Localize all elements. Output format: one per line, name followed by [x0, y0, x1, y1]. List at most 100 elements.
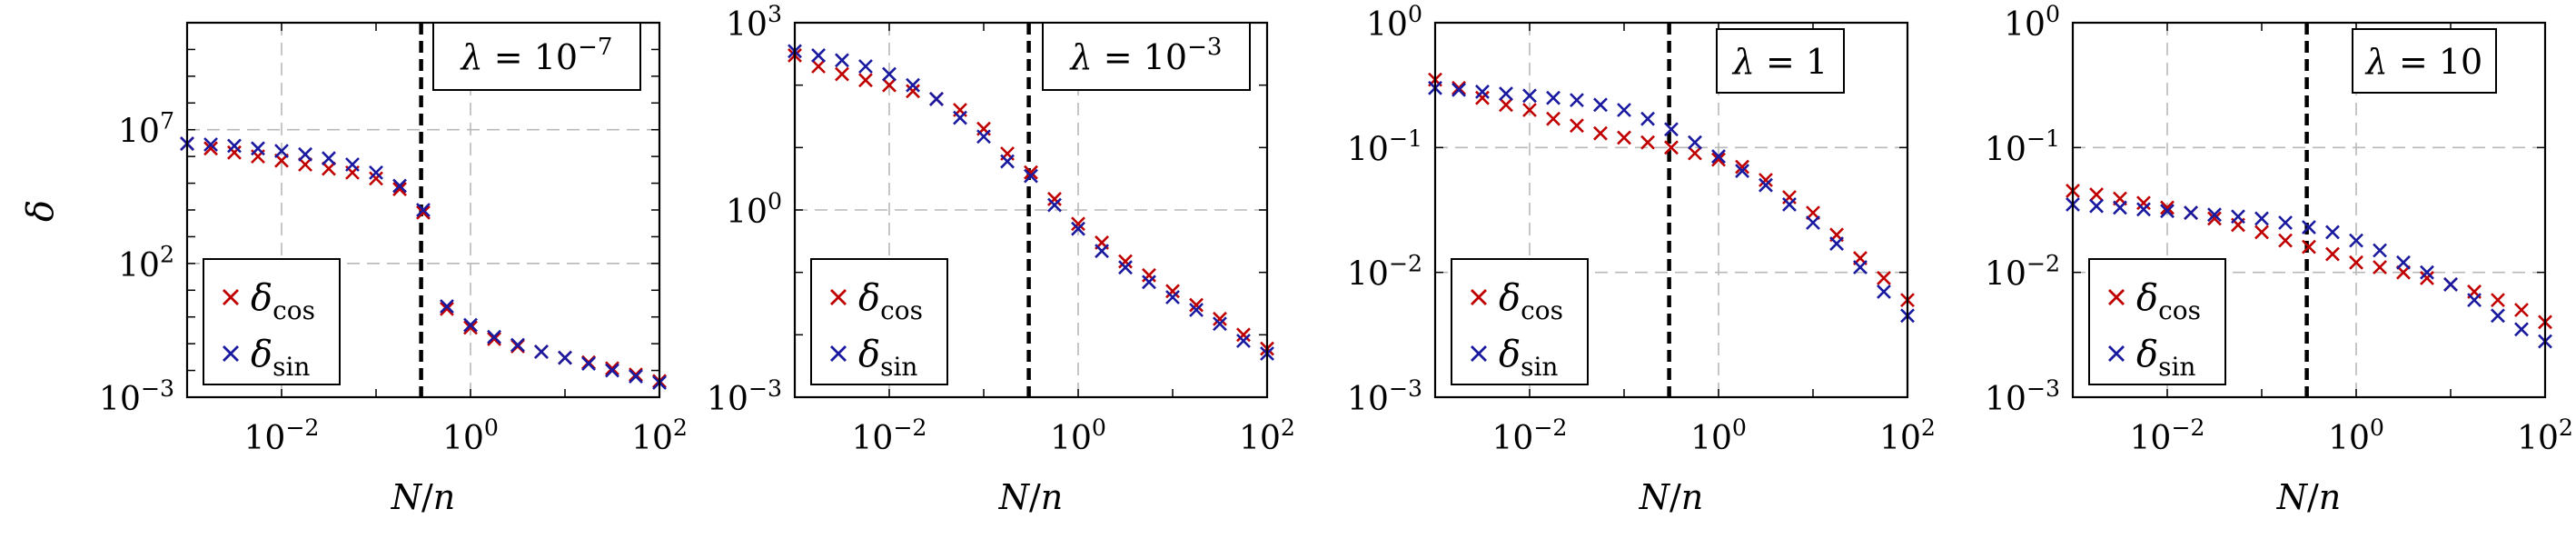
y-tick-label: 100 — [726, 188, 782, 231]
legend: δcos δsin — [203, 258, 341, 385]
y-tick-label: 10−1 — [1347, 125, 1422, 168]
data-point-cos — [882, 77, 897, 93]
data-point-sin — [976, 129, 991, 145]
legend-marker-cos — [2108, 289, 2125, 305]
legend-marker-sin — [1471, 345, 1487, 362]
data-point-sin — [811, 47, 826, 63]
series-sin — [788, 44, 1274, 361]
data-point-cos — [2254, 225, 2269, 240]
data-point-cos — [811, 59, 826, 74]
data-point-cos — [1546, 111, 1560, 126]
y-axis-label: δ — [20, 200, 62, 222]
legend: δcos δsin — [1451, 258, 1589, 385]
data-point-sin — [1071, 221, 1085, 236]
lambda-annotation: λ = 10−7 — [432, 22, 641, 91]
lambda-label: λ = 10−7 — [460, 34, 613, 77]
plot-frame — [2071, 21, 2547, 399]
data-point-cos — [1617, 130, 1631, 145]
data-point-sin — [345, 157, 360, 172]
data-point-sin — [2325, 225, 2340, 240]
x-tick-label: 100 — [1690, 414, 1747, 457]
data-point-cos — [1071, 216, 1085, 232]
data-point-sin — [1522, 88, 1537, 104]
data-point-sin — [1570, 93, 1584, 108]
data-point-sin — [1688, 135, 1702, 150]
data-point-sin — [2160, 204, 2175, 219]
legend-marker-sin — [2108, 345, 2125, 362]
data-point-sin — [2113, 200, 2127, 215]
data-point-cos — [2325, 246, 2340, 262]
data-point-cos — [1877, 271, 1891, 285]
data-point-cos — [1165, 284, 1180, 299]
data-point-cos — [1640, 135, 1655, 150]
x-tick-label: 100 — [2328, 414, 2384, 457]
data-point-sin — [534, 344, 549, 359]
x-axis-label: N/n — [2276, 477, 2342, 517]
legend-label-sin: δsin — [251, 334, 310, 382]
data-point-sin — [1593, 97, 1608, 113]
data-point-sin — [1095, 244, 1109, 259]
data-point-cos — [298, 157, 312, 172]
lambda-label: λ = 10 — [2364, 42, 2482, 82]
data-point-sin — [1142, 274, 1156, 290]
data-point-sin — [1664, 122, 1679, 137]
panel-4: 10−2 100 102 10−3 10−2 10−1 100 N/n λ = 10 δcos δs… — [1985, 1, 2573, 517]
data-point-cos — [2278, 233, 2293, 248]
data-point-sin — [558, 350, 572, 365]
lambda-label: λ = 10−3 — [1069, 34, 1223, 77]
data-point-sin — [858, 59, 873, 74]
data-point-cos — [1142, 267, 1156, 283]
x-tick-label: 10−2 — [1492, 414, 1568, 457]
data-point-sin — [322, 151, 336, 166]
data-point-cos — [1522, 103, 1537, 117]
data-point-cos — [2302, 239, 2316, 255]
data-point-cos — [2514, 303, 2529, 317]
legend-marker-cos — [1471, 289, 1487, 305]
lambda-annotation: λ = 10−3 — [1042, 22, 1251, 91]
data-point-cos — [1024, 165, 1038, 180]
data-point-cos — [487, 332, 501, 346]
x-axis-label: N/n — [998, 477, 1064, 517]
data-point-cos — [2136, 195, 2151, 211]
data-point-sin — [440, 299, 454, 314]
x-tick-label: 102 — [1239, 414, 1295, 457]
data-point-sin — [929, 91, 944, 106]
data-point-cos — [440, 301, 454, 316]
data-point-sin — [2373, 243, 2387, 258]
y-tick-label: 10−1 — [1985, 125, 2060, 168]
x-tick-label: 102 — [1879, 414, 1936, 457]
data-point-cos — [463, 320, 478, 335]
data-point-sin — [1877, 284, 1891, 299]
data-point-sin — [227, 138, 242, 154]
data-point-cos — [2207, 211, 2222, 226]
panel-3: 10−2 100 102 10−3 10−2 10−1 100 N/n λ = 1 δcos δsi… — [1347, 1, 1936, 517]
y-tick-label: 10−3 — [1347, 375, 1422, 418]
data-point-sin — [274, 144, 289, 159]
data-point-sin — [906, 77, 920, 93]
y-tick-label: 102 — [118, 242, 174, 284]
series-cos — [788, 47, 1274, 356]
data-point-cos — [1213, 311, 1227, 326]
legend-marker-sin — [830, 345, 847, 362]
data-point-cos — [858, 73, 873, 88]
data-point-sin — [1165, 290, 1180, 304]
data-point-sin — [1118, 260, 1133, 275]
data-point-cos — [2160, 200, 2175, 215]
panel-2: 10−2 100 102 10−3 100 103 N/n λ = 10−3 δcos δsin — [707, 1, 1295, 517]
data-point-sin — [2184, 205, 2198, 221]
data-point-sin — [2278, 215, 2293, 230]
legend: δcos δsin — [2088, 258, 2226, 385]
legend-label-cos: δcos — [1499, 277, 1563, 325]
data-point-sin — [1000, 154, 1015, 169]
data-point-sin — [2514, 322, 2529, 337]
y-tick-label: 100 — [2004, 1, 2060, 44]
data-point-cos — [1593, 125, 1608, 141]
data-point-cos — [2349, 255, 2363, 270]
x-axis-label: N/n — [391, 477, 456, 517]
data-point-sin — [2349, 233, 2363, 248]
data-point-cos — [2420, 271, 2434, 285]
y-tick-label: 103 — [726, 1, 782, 44]
y-tick-label: 10−3 — [99, 375, 174, 418]
